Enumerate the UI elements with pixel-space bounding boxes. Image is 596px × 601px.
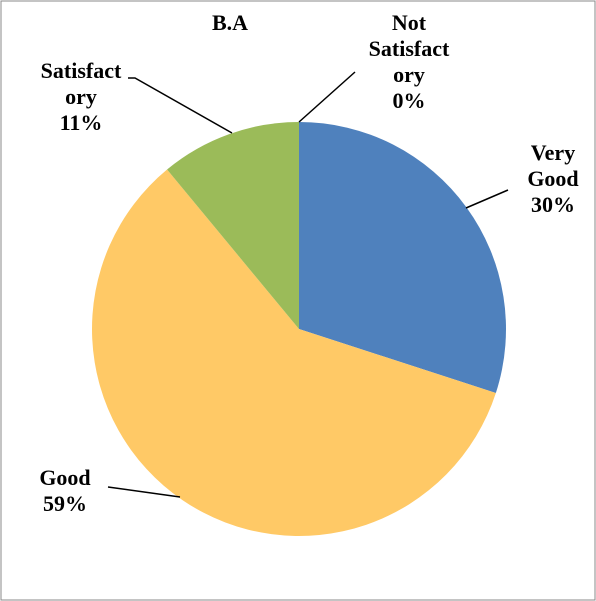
category-label: Satisfactory: [40, 58, 122, 109]
slice-label: Good 59%: [22, 465, 108, 517]
leader-line: [107, 486, 181, 498]
pie-slice: [299, 122, 507, 393]
pie-slice: [167, 122, 299, 329]
category-label: Not Satisfactory: [368, 10, 450, 87]
category-label: Good: [39, 465, 91, 490]
value-label: 11%: [59, 110, 103, 135]
slice-label: Not Satisfactory 0%: [366, 10, 452, 114]
slice-label: Very Good 30%: [510, 140, 596, 218]
value-label: 30%: [531, 192, 575, 217]
value-label: 59%: [43, 491, 87, 516]
leader-line: [128, 77, 233, 134]
category-label: Very Good: [527, 140, 579, 191]
slice-label: Satisfactory 11%: [38, 58, 124, 136]
pie-slice: [91, 169, 496, 536]
leader-line: [298, 71, 356, 123]
value-label: 0%: [392, 88, 426, 113]
leader-line: [465, 189, 509, 209]
leader-lines: [107, 71, 509, 498]
pie: [91, 122, 507, 536]
chart-title: B.A: [211, 10, 249, 35]
